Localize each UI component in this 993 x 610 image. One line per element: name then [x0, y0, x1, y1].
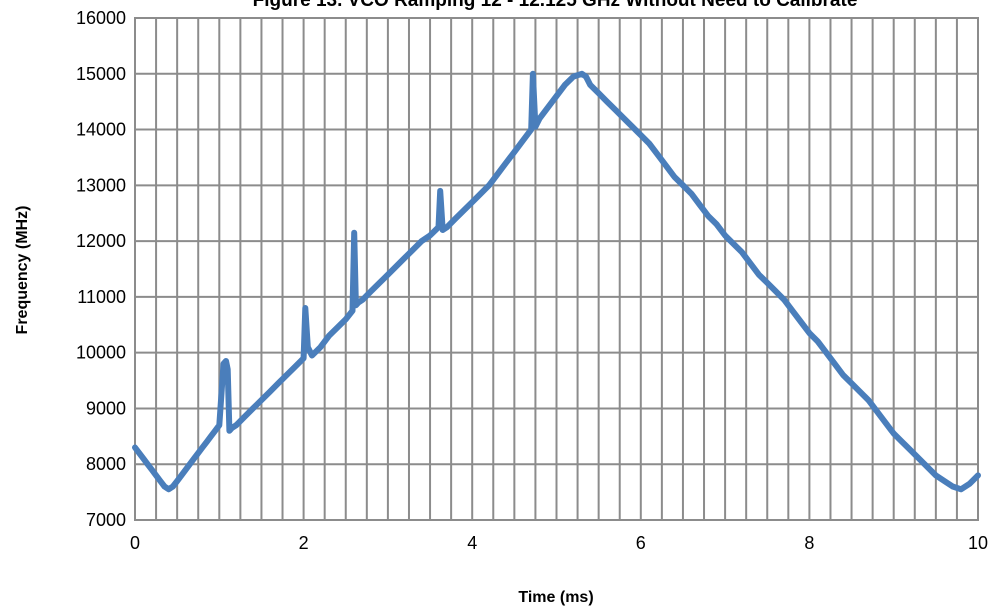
x-axis-title: Time (ms) [518, 589, 593, 606]
chart-title: Figure 13. VCO Ramping 12 - 12.125 GHz W… [253, 0, 858, 11]
x-tick-label: 10 [968, 533, 988, 553]
y-tick-label: 15000 [76, 64, 126, 84]
x-tick-label: 8 [804, 533, 814, 553]
x-tick-label: 6 [636, 533, 646, 553]
y-tick-label: 7000 [86, 510, 126, 530]
y-tick-label: 10000 [76, 343, 126, 363]
plot-border [134, 17, 979, 521]
y-tick-label: 16000 [76, 8, 126, 28]
x-tick-labels: 0 2 4 6 8 10 [130, 533, 988, 553]
x-tick-label: 4 [467, 533, 477, 553]
y-tick-label: 12000 [76, 231, 126, 251]
x-tick-label: 0 [130, 533, 140, 553]
y-tick-label: 14000 [76, 120, 126, 140]
y-tick-label: 13000 [76, 175, 126, 195]
y-tick-label: 11000 [77, 287, 126, 307]
series-layer [132, 70, 981, 493]
y-tick-labels: 7000 8000 9000 10000 11000 12000 13000 14000 150… [76, 8, 126, 530]
y-tick-label: 8000 [86, 454, 126, 474]
series-line [132, 70, 981, 493]
y-tick-label: 9000 [86, 398, 126, 418]
x-tick-label: 2 [299, 533, 309, 553]
y-axis-title: Frequency (MHz) [14, 206, 31, 335]
grid-lines [134, 17, 979, 521]
